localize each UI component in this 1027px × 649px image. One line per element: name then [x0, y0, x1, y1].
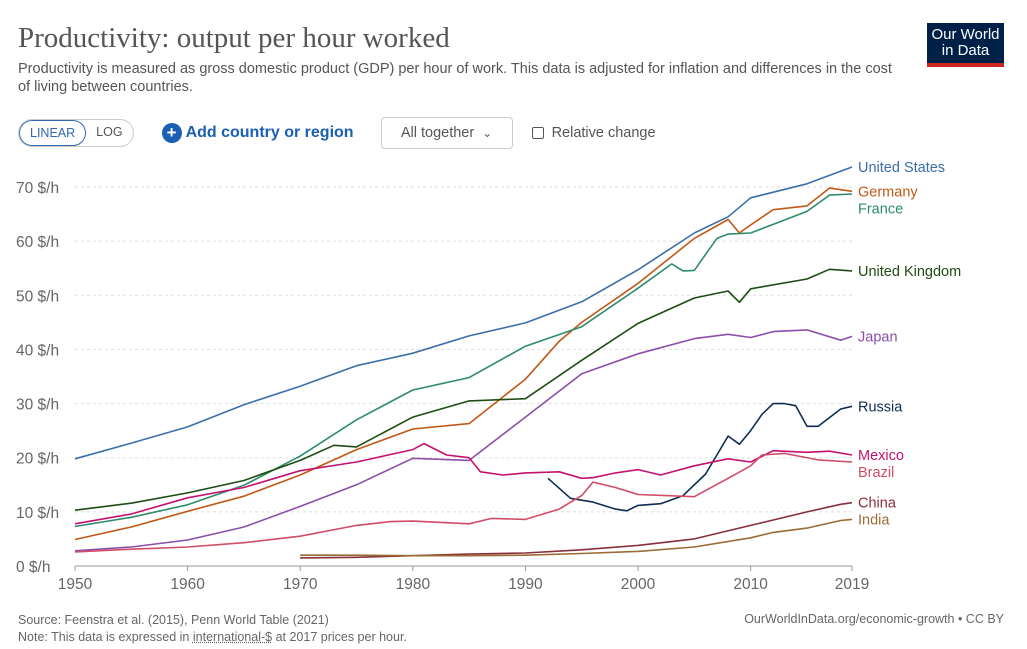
- series-line[interactable]: [300, 518, 853, 557]
- line-chart[interactable]: 0 $/h 10 $/h 20 $/h 30 $/h 40 $/h 50 $/h 60 $/…: [0, 0, 1027, 600]
- chevron-down-icon: ⌄: [482, 126, 493, 140]
- facet-dropdown-label: All together: [400, 125, 475, 141]
- series-line[interactable]: [74, 187, 853, 541]
- footer-source: Source: Feenstra et al. (2015), Penn Wor…: [18, 612, 407, 646]
- series-line[interactable]: [74, 166, 853, 460]
- x-tick-label: 1990: [508, 576, 543, 593]
- x-tick-label: 1980: [396, 576, 431, 593]
- x-tick-label: 1970: [283, 576, 318, 593]
- scale-toggle: LINEAR LOG: [18, 119, 134, 147]
- x-tick-label: 2000: [621, 576, 656, 593]
- y-tick-label: 40 $/h: [16, 342, 59, 359]
- y-tick-label: 20 $/h: [16, 451, 59, 468]
- series-label[interactable]: Russia: [858, 399, 903, 415]
- series-line[interactable]: [74, 452, 853, 553]
- x-tick-label: 1950: [58, 576, 93, 593]
- series-label[interactable]: Germany: [858, 184, 918, 200]
- logo-line-1: Our World: [931, 26, 1000, 43]
- series-line[interactable]: [74, 329, 853, 552]
- our-world-in-data-logo[interactable]: Our World in Data: [927, 23, 1004, 67]
- series-label[interactable]: United Kingdom: [858, 264, 961, 280]
- add-country-label: Add country or region: [185, 124, 354, 141]
- relative-change-checkbox[interactable]: [531, 127, 544, 139]
- y-tick-label: 0 $/h: [16, 559, 50, 576]
- note-text: Note: This data is expressed in internat…: [18, 629, 407, 646]
- note-suffix: at 2017 prices per hour.: [272, 630, 407, 644]
- log-scale-button[interactable]: LOG: [96, 125, 123, 139]
- series-label[interactable]: Japan: [858, 329, 898, 345]
- x-tick-label: 2019: [835, 576, 869, 593]
- series-line[interactable]: [74, 193, 853, 528]
- page-subtitle: Productivity is measured as gross domest…: [18, 61, 892, 95]
- series-label[interactable]: India: [858, 513, 890, 529]
- series-label[interactable]: United States: [858, 160, 945, 176]
- page-title: Productivity: output per hour worked: [18, 22, 450, 54]
- y-tick-label: 10 $/h: [16, 505, 59, 522]
- series-label[interactable]: France: [858, 201, 903, 217]
- note-prefix: Note: This data is expressed in: [18, 630, 193, 644]
- y-tick-label: 60 $/h: [16, 234, 59, 251]
- add-country-button[interactable]: + Add country or region: [161, 123, 354, 143]
- facet-dropdown[interactable]: All together ⌄: [380, 117, 513, 149]
- international-dollar-link[interactable]: international-$: [192, 630, 273, 644]
- chart-controls: LINEAR LOG + Add country or region All t…: [18, 117, 656, 149]
- series-label[interactable]: Brazil: [858, 465, 894, 481]
- logo-line-2: in Data: [941, 42, 990, 59]
- series-line[interactable]: [74, 442, 853, 525]
- x-tick-label: 1960: [170, 576, 205, 593]
- linear-scale-button[interactable]: LINEAR: [19, 120, 87, 146]
- x-tick-label: 2010: [733, 576, 768, 593]
- relative-change-toggle[interactable]: Relative change: [531, 125, 656, 141]
- series-label[interactable]: Mexico: [858, 448, 904, 464]
- series-line[interactable]: [547, 402, 853, 512]
- y-tick-label: 30 $/h: [16, 397, 59, 414]
- footer-license[interactable]: OurWorldInData.org/economic-growth • CC …: [744, 612, 1004, 626]
- series-line[interactable]: [300, 501, 853, 559]
- source-text: Source: Feenstra et al. (2015), Penn Wor…: [18, 613, 329, 627]
- plus-circle-icon: +: [161, 123, 182, 143]
- series-line[interactable]: [74, 268, 853, 511]
- relative-change-label: Relative change: [551, 125, 656, 141]
- y-tick-label: 50 $/h: [16, 288, 59, 305]
- logo-accent-bar: [927, 63, 1004, 67]
- series-label[interactable]: China: [858, 496, 897, 512]
- y-tick-label: 70 $/h: [16, 180, 59, 197]
